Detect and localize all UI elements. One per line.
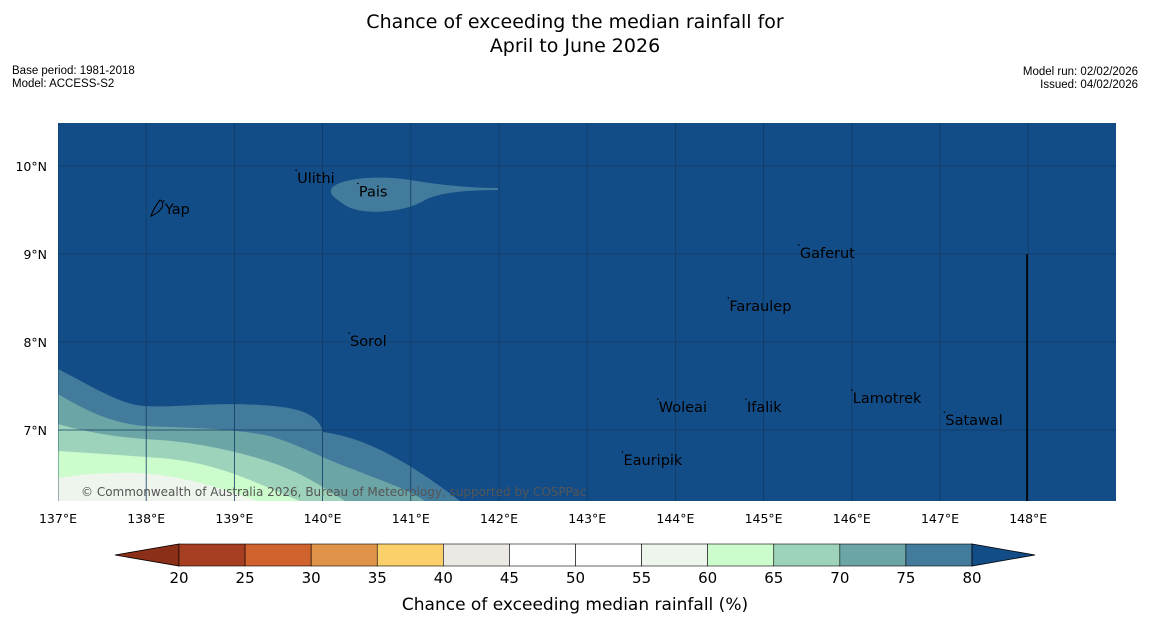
place-marker — [745, 398, 747, 400]
issued-date: Issued: 04/02/2026 — [1040, 79, 1138, 91]
longitude-label: 147°E — [921, 511, 959, 526]
latitude-label: 7°N — [23, 423, 47, 438]
place-label: Yap — [164, 202, 190, 218]
legend-swatch — [641, 543, 708, 567]
place-marker — [163, 200, 165, 202]
place-label: Gaferut — [800, 246, 855, 262]
place-label: Lamotrek — [853, 391, 922, 407]
legend-title: Chance of exceeding median rainfall (%) — [402, 595, 748, 615]
legend-under-arrow — [114, 543, 180, 567]
legend-tick-label: 25 — [236, 569, 255, 587]
legend-tick-label: 20 — [169, 569, 188, 587]
map-title-line1: Chance of exceeding the median rainfall … — [366, 11, 784, 33]
place-marker — [656, 398, 659, 400]
pais-probability-area — [330, 177, 498, 212]
legend-tick-label: 60 — [698, 569, 717, 587]
place-marker — [798, 244, 800, 246]
legend-swatch — [178, 543, 246, 567]
place-marker — [851, 389, 853, 392]
longitude-label: 144°E — [656, 511, 694, 526]
legend-tick-label: 50 — [566, 569, 585, 587]
place-marker — [943, 411, 946, 414]
legend-tick-label: 45 — [500, 569, 519, 587]
legend-swatch — [575, 543, 642, 567]
latitude-label: 9°N — [23, 247, 47, 262]
map-area: © Commonwealth of Australia 2026, Bureau… — [58, 123, 1116, 501]
graticule — [58, 123, 1116, 501]
place-marker — [348, 332, 350, 334]
place-label: Ifalik — [747, 400, 782, 416]
longitude-label: 137°E — [39, 511, 77, 526]
place-marker — [295, 169, 297, 171]
place-marker — [727, 297, 730, 299]
legend-tick-label: 40 — [434, 569, 453, 587]
model-run: Model run: 02/02/2026 — [1022, 66, 1138, 78]
place-labels: Ulithi Pais Yap Gaferut Faraulep Sorol Lamotre… — [163, 169, 1003, 469]
longitude-label: 139°E — [215, 511, 253, 526]
legend-tick-label: 80 — [962, 569, 981, 587]
legend-tick-label: 55 — [632, 569, 651, 587]
legend-swatch — [773, 543, 841, 567]
latitude-label: 10°N — [15, 159, 47, 174]
place-label: Ulithi — [297, 171, 335, 187]
copyright-notice: © Commonwealth of Australia 2026, Bureau… — [81, 485, 586, 499]
longitude-label: 145°E — [745, 511, 783, 526]
base-period: Base period: 1981-2018 — [12, 65, 135, 77]
latitude-labels: 10°N 9°N 8°N 7°N — [15, 159, 47, 438]
place-marker — [357, 182, 359, 185]
legend-swatch — [244, 543, 312, 567]
map-title-line2: April to June 2026 — [489, 35, 661, 57]
longitude-label: 140°E — [304, 511, 342, 526]
longitude-labels: 137°E 138°E 139°E 140°E 141°E 142°E 143°E 144°E… — [39, 511, 1047, 526]
legend-tick-label: 75 — [896, 569, 915, 587]
legend-tick-label: 70 — [830, 569, 849, 587]
legend-swatch — [443, 543, 510, 567]
legend-over-arrow — [971, 543, 1036, 567]
yap-island-shape — [150, 199, 164, 217]
place-label: Satawal — [945, 413, 1002, 429]
place-label: Faraulep — [729, 299, 791, 315]
band-55-60 — [58, 472, 258, 501]
place-label: Sorol — [350, 334, 387, 350]
legend-tick-label: 35 — [368, 569, 387, 587]
longitude-label: 142°E — [480, 511, 518, 526]
legend-swatch — [509, 543, 576, 567]
longitude-label: 143°E — [568, 511, 606, 526]
model-name: Model: ACCESS-S2 — [12, 78, 115, 90]
legend-colorbar — [114, 543, 1036, 567]
legend-swatch — [376, 543, 444, 567]
place-marker — [621, 451, 624, 453]
latitude-label: 8°N — [23, 335, 47, 350]
place-label: Pais — [359, 184, 388, 200]
place-label: Eauripik — [623, 453, 682, 469]
longitude-label: 146°E — [833, 511, 871, 526]
longitude-label: 141°E — [392, 511, 430, 526]
longitude-label: 138°E — [127, 511, 165, 526]
legend-swatch — [905, 543, 973, 567]
legend-tick-label: 30 — [302, 569, 321, 587]
legend-swatch — [839, 543, 907, 567]
legend-ticks: 20 25 30 35 40 45 50 55 60 65 70 75 80 — [169, 569, 981, 587]
longitude-label: 148°E — [1009, 511, 1047, 526]
legend-swatch — [310, 543, 378, 567]
place-label: Woleai — [659, 400, 707, 416]
legend-swatch — [707, 543, 775, 567]
legend-tick-label: 65 — [764, 569, 783, 587]
